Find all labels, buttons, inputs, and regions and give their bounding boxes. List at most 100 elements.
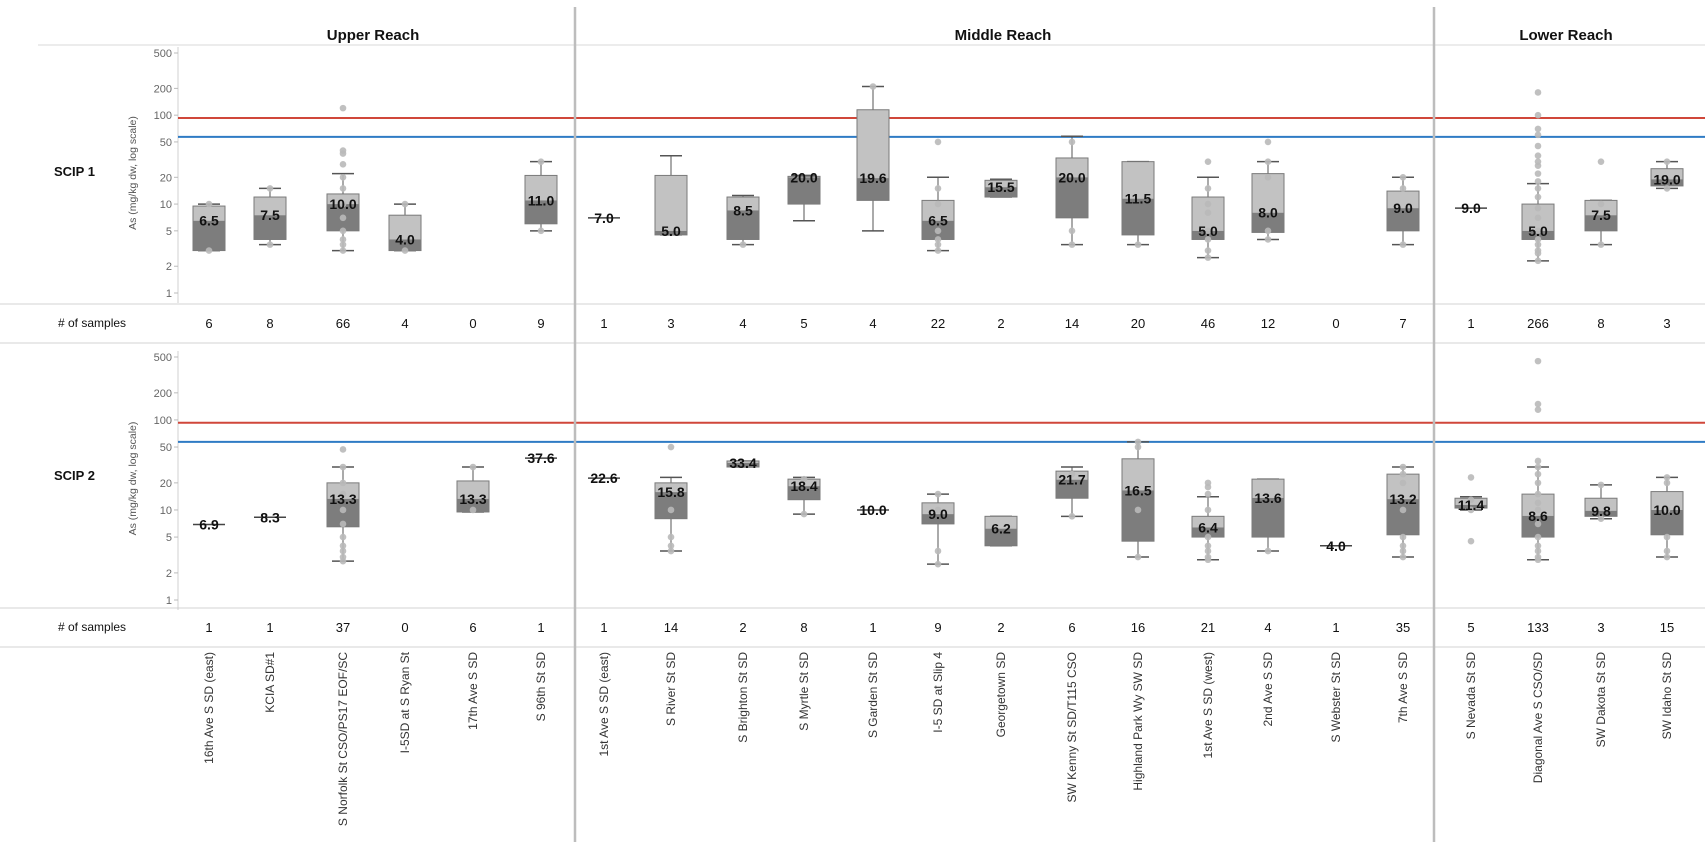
site-label-18: 7th Ave S SD [1396, 652, 1410, 723]
sample-count: 1 [600, 316, 607, 331]
box-outline [856, 109, 890, 201]
box-lower-half [727, 462, 759, 468]
sample-count: 2 [997, 316, 1004, 331]
outlier-point [1534, 400, 1542, 408]
outlier-point [667, 542, 675, 550]
box-outline [921, 502, 955, 525]
sample-count: 6 [1068, 620, 1075, 635]
sample-count: 22 [931, 316, 945, 331]
sample-count: 133 [1527, 620, 1549, 635]
outlier-point [339, 506, 347, 514]
box-outline [984, 515, 1018, 547]
site-label-7: S River St SD [664, 652, 678, 726]
sample-count: 3 [667, 316, 674, 331]
outlier-point [1134, 443, 1142, 451]
box-upper-half [1387, 474, 1419, 500]
box-outline [253, 196, 287, 240]
outlier-point [1534, 553, 1542, 561]
sample-count: 14 [664, 620, 678, 635]
outlier-point [1534, 241, 1542, 248]
box-site-16: 8.0 [1251, 138, 1285, 243]
outlier-point [934, 200, 942, 208]
sample-count: 20 [1131, 316, 1145, 331]
outlier-point [1467, 496, 1475, 504]
box-site-22: 19.0 [1650, 158, 1684, 192]
box-site-12: 15.5 [984, 178, 1018, 198]
box-site-17: 4.0 [1320, 538, 1352, 554]
median-label: 10.0 [859, 502, 886, 518]
outlier-point [1264, 227, 1272, 235]
box-lower-half [1651, 179, 1683, 186]
sample-count: 14 [1065, 316, 1079, 331]
median-label: 21.7 [1058, 472, 1085, 488]
outlier-point [1534, 470, 1542, 478]
site-label-0: 16th Ave S SD (east) [202, 652, 216, 764]
box-lower-half [788, 486, 820, 500]
median-label: 6.5 [199, 213, 219, 229]
box-upper-half [389, 215, 421, 240]
outlier-point [339, 241, 347, 248]
box-site-0: 6.5 [192, 200, 226, 254]
box-lower-half [457, 498, 489, 512]
sample-count: 1 [266, 620, 273, 635]
outlier-point [1204, 209, 1212, 216]
outlier-point [1534, 406, 1542, 413]
y-tick-label: 2 [166, 261, 172, 273]
outlier-point [339, 547, 347, 555]
outlier-point [339, 247, 347, 254]
box-upper-half [1252, 479, 1284, 498]
median-label: 6.5 [928, 213, 948, 229]
outlier-point [1534, 499, 1542, 507]
sample-count: 9 [537, 316, 544, 331]
outlier-point [1534, 547, 1542, 555]
sample-count: 5 [800, 316, 807, 331]
outlier-point [934, 236, 942, 243]
box-lower-half [788, 177, 820, 205]
sample-count: 0 [1332, 316, 1339, 331]
outlier-point [1534, 463, 1542, 471]
outlier-point [1204, 247, 1212, 254]
box-site-4: 13.3 [456, 463, 490, 514]
sample-count: 1 [1332, 620, 1339, 635]
y-tick-label: 5 [166, 532, 172, 544]
outlier-point [1399, 542, 1407, 550]
outlier-point [934, 547, 942, 555]
site-label-9: S Myrtle St SD [797, 652, 811, 731]
outlier-point [339, 553, 347, 561]
outlier-point [934, 241, 942, 248]
samples-band [0, 608, 1705, 647]
median-label: 9.8 [1591, 503, 1611, 519]
outlier-point [1467, 506, 1475, 514]
outlier-point [1534, 111, 1542, 119]
site-label-3: I-5SD at S Ryan St [398, 651, 412, 753]
box-lower-half [1455, 504, 1487, 509]
outlier-point [934, 560, 942, 568]
box-upper-half [1651, 168, 1683, 180]
y-tick-label: 20 [160, 172, 172, 184]
sample-count: 1 [537, 620, 544, 635]
outlier-point [1534, 142, 1542, 150]
box-upper-half [1056, 157, 1088, 178]
box-lower-half [655, 230, 687, 235]
outlier-point [1068, 470, 1076, 478]
sample-count: 4 [869, 316, 876, 331]
site-label-20: Diagonal Ave S CSO/SD [1531, 652, 1545, 784]
samples-label: # of samples [58, 316, 126, 330]
box-lower-half [1122, 198, 1154, 235]
box-outline [984, 179, 1018, 198]
outlier-point [1399, 479, 1407, 487]
median-label: 15.5 [987, 179, 1014, 195]
outlier-point [1068, 227, 1076, 235]
box-site-15: 5.0 [1191, 158, 1225, 261]
y-tick-label: 100 [154, 415, 172, 427]
sample-count: 6 [469, 620, 476, 635]
median-label: 19.0 [1653, 171, 1680, 187]
site-label-22: SW Idaho St SD [1660, 652, 1674, 740]
box-upper-half [788, 479, 820, 487]
outlier-point [1264, 158, 1272, 165]
box-lower-half [1387, 499, 1419, 535]
median-label: 6.2 [991, 521, 1011, 537]
box-site-2: 10.0 [326, 104, 360, 254]
box-lower-half [1192, 230, 1224, 240]
